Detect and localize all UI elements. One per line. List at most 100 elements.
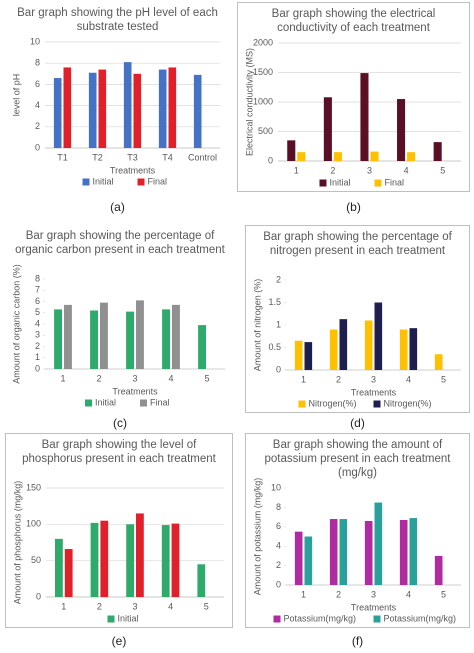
chart-title: Bar graph showing the pH level of each s…: [17, 7, 218, 33]
y-tick-label: 5: [35, 307, 40, 317]
y-axis-label: level of pH: [11, 74, 21, 117]
legend-swatch: [137, 178, 145, 186]
bar: [370, 151, 379, 161]
y-tick-label: 4: [35, 100, 40, 110]
chart-title: Bar graph showing the percentage of orga…: [15, 230, 225, 256]
chart: 0 2 4 6 8 10 Amount of potassium (mg/kg) 1 2 3 4 5 T…: [252, 478, 461, 623]
bar: [88, 72, 97, 148]
y-axis-label: Amount of organic carbon (%): [11, 264, 21, 384]
y-tick-label: 8: [276, 502, 281, 512]
bar: [339, 519, 348, 585]
legend-label: Nitrogen(%): [384, 398, 432, 408]
y-tick-label: 10: [30, 36, 40, 46]
y-tick-label: 2: [276, 274, 281, 284]
bar: [409, 518, 418, 585]
bar: [136, 300, 144, 369]
panel-caption: (a): [110, 200, 125, 214]
x-tick-label: T2: [92, 152, 103, 162]
y-tick-label: 8: [35, 58, 40, 68]
y-tick-label: 6: [276, 521, 281, 531]
y-tick-label: 0: [35, 363, 40, 373]
bar: [407, 152, 416, 161]
x-tick-label: 2: [330, 165, 335, 175]
x-tick-label: 2: [96, 373, 101, 383]
bar: [198, 325, 206, 369]
bar: [126, 524, 134, 597]
bar: [64, 549, 73, 597]
x-tick-label: 4: [168, 601, 173, 611]
x-tick-label: 4: [406, 589, 411, 599]
chart: 0 0.5 1 1.5 2 Amount of nitrogen (%) 1 2 3 4 5 Trea…: [252, 274, 461, 408]
bar: [397, 99, 406, 161]
chart-title: Bar graph showing the amount of potassiu…: [264, 439, 451, 479]
x-tick-label: T3: [127, 152, 138, 162]
bar: [64, 304, 72, 369]
bar: [133, 73, 142, 148]
x-tick-label: 3: [132, 601, 137, 611]
bar: [294, 531, 303, 585]
bar: [100, 302, 108, 369]
x-axis-label: Treatments: [112, 386, 158, 396]
bar: [364, 320, 373, 370]
y-tick-label: 50: [31, 555, 41, 565]
legend-swatch: [140, 399, 147, 407]
y-tick-label: 0: [36, 591, 41, 601]
panel-caption: (d): [350, 416, 365, 430]
x-tick-label: 4: [168, 373, 173, 383]
y-tick-label: 0.5: [268, 342, 281, 352]
legend-label: Initial: [95, 397, 116, 407]
y-tick-label: 2: [35, 341, 40, 351]
chart: 0 2 4 6 8 10 level of pH T1 T2 T3 T4 Control Treatme…: [11, 36, 220, 186]
panel-caption: (e): [111, 634, 127, 648]
bar: [126, 311, 134, 369]
x-tick-label: 5: [204, 601, 209, 611]
bar: [323, 97, 332, 161]
bar: [193, 74, 202, 148]
legend-swatch: [298, 400, 306, 408]
chart-panel: Bar graph showing the percentage of nitr…: [245, 225, 470, 413]
chart-panel: Bar graph showing the level of phosphoru…: [5, 433, 233, 628]
bar: [434, 354, 443, 370]
legend-label: Potassium(mg/kg): [284, 613, 357, 623]
x-tick-label: T4: [162, 152, 173, 162]
y-tick-label: 500: [258, 126, 273, 136]
legend-swatch: [82, 178, 90, 186]
legend-label: Potassium(mg/kg): [384, 613, 457, 623]
bar: [171, 523, 180, 597]
bar: [374, 502, 383, 585]
x-tick-label: 5: [440, 165, 445, 175]
bar: [329, 519, 338, 585]
x-tick-label: 3: [371, 589, 376, 599]
bar: [172, 304, 180, 369]
bar: [294, 340, 303, 370]
chart-panel: Bar graph showing the percentage of orga…: [5, 225, 235, 413]
y-tick-label: 0: [268, 155, 273, 165]
chart-title: Bar graph showing the percentage of nitr…: [263, 231, 452, 257]
x-tick-label: 3: [371, 374, 376, 384]
y-tick-label: 0: [35, 142, 40, 152]
y-tick-label: 7: [35, 285, 40, 295]
bar: [90, 522, 99, 597]
x-tick-label: 3: [367, 165, 372, 175]
legend-swatch: [373, 400, 381, 408]
bar: [434, 555, 443, 585]
chart-title: Bar graph showing the level of phosphoru…: [22, 439, 216, 465]
bar: [339, 319, 348, 370]
y-tick-label: 2000: [253, 37, 273, 47]
chart-title: Bar graph showing the electrical conduct…: [271, 8, 436, 34]
y-tick-label: 4: [35, 318, 40, 328]
y-axis-label: Amount of phosphorus (mg/kg): [12, 481, 22, 605]
bar: [90, 310, 98, 369]
bar: [304, 342, 313, 370]
legend-label: Initial: [93, 176, 114, 186]
y-tick-label: 10: [271, 482, 281, 492]
bar: [158, 69, 167, 148]
y-tick-label: 1.5: [268, 297, 281, 307]
bar: [287, 140, 296, 161]
legend-swatch: [373, 615, 381, 623]
bar: [123, 62, 132, 148]
chart-panel: Bar graph showing the electrical conduct…: [237, 2, 470, 192]
panel-caption: (c): [113, 416, 127, 430]
